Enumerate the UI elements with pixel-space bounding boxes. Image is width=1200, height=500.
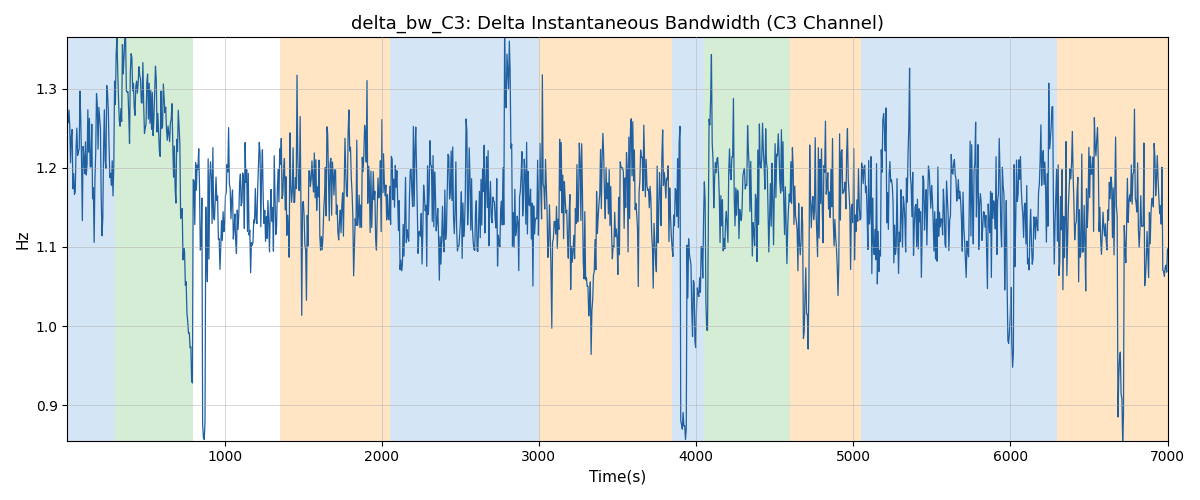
Bar [390,38,539,440]
Bar [114,38,193,440]
Title: delta_bw_C3: Delta Instantaneous Bandwidth (C3 Channel): delta_bw_C3: Delta Instantaneous Bandwid… [350,15,884,34]
Bar [280,38,390,440]
Bar [704,38,791,440]
Bar [1057,38,1168,440]
Y-axis label: Hz: Hz [16,230,30,249]
Bar [539,38,672,440]
Bar [862,38,1057,440]
Bar [67,38,114,440]
Bar [672,38,704,440]
X-axis label: Time(s): Time(s) [589,470,646,485]
Bar [791,38,862,440]
